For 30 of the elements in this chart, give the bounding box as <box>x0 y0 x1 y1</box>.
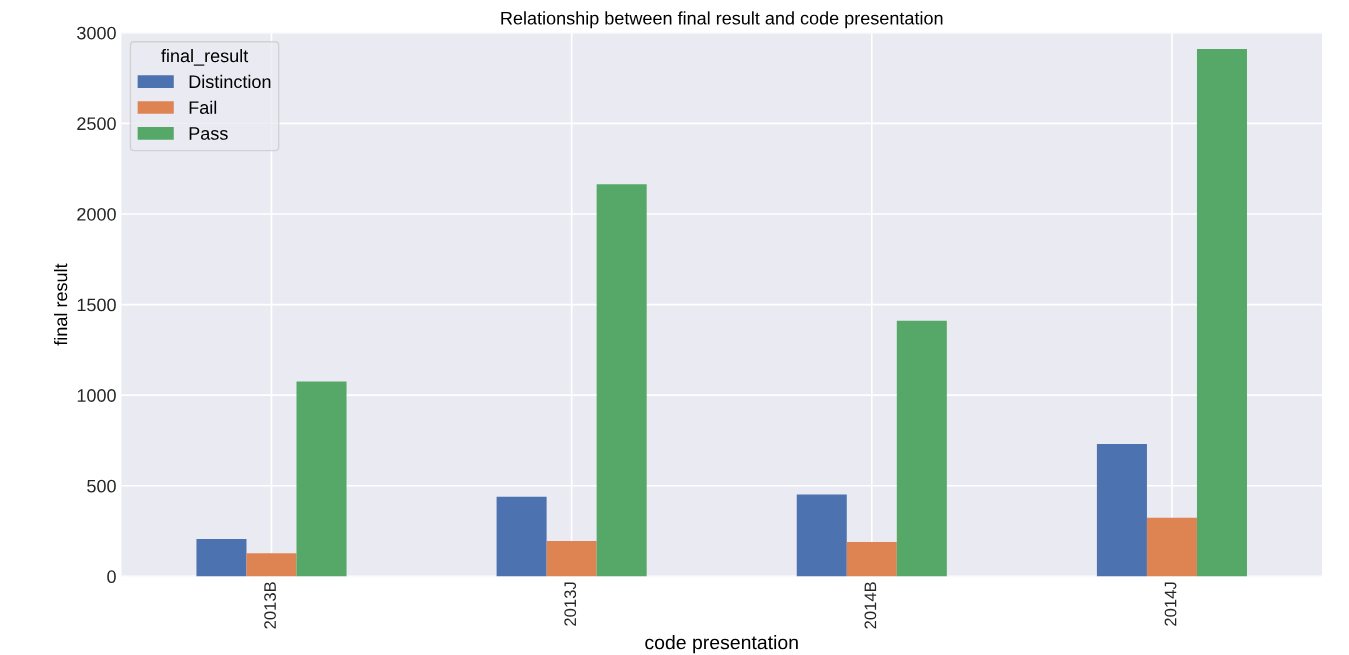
y-tick-label: 3000 <box>77 26 116 40</box>
bar <box>296 381 347 577</box>
x-tick-label: 2014B <box>864 582 877 629</box>
bar <box>1196 48 1247 577</box>
chart-title: Relationship between final result and code presentation <box>501 11 943 29</box>
bar <box>1096 443 1147 577</box>
x-tick-label: 2013J <box>564 582 577 626</box>
bar <box>896 320 947 577</box>
bar <box>846 541 897 577</box>
y-tick-label: 1500 <box>77 298 116 312</box>
y-tick-label: 2000 <box>77 207 116 221</box>
legend-label: Pass <box>189 127 228 140</box>
legend-label: Distinction <box>189 74 271 89</box>
y-tick-label: 0 <box>107 570 116 584</box>
legend-label: Fail <box>189 100 217 114</box>
bar <box>496 496 547 577</box>
bar <box>246 553 297 577</box>
x-tick-label: 2014J <box>1164 582 1177 626</box>
y-tick-label: 1000 <box>77 389 116 402</box>
bar <box>796 494 847 577</box>
bar <box>546 541 597 577</box>
y-tick-label: 2500 <box>77 117 116 131</box>
y-axis-title: final result <box>54 263 68 346</box>
x-axis-title: code presentation <box>645 635 798 654</box>
bar <box>596 184 647 577</box>
y-tick-label: 500 <box>87 479 116 493</box>
bar <box>1146 517 1197 577</box>
bar <box>196 539 247 577</box>
x-tick-label: 2013B <box>264 582 276 629</box>
legend-title: final_result <box>161 49 249 66</box>
